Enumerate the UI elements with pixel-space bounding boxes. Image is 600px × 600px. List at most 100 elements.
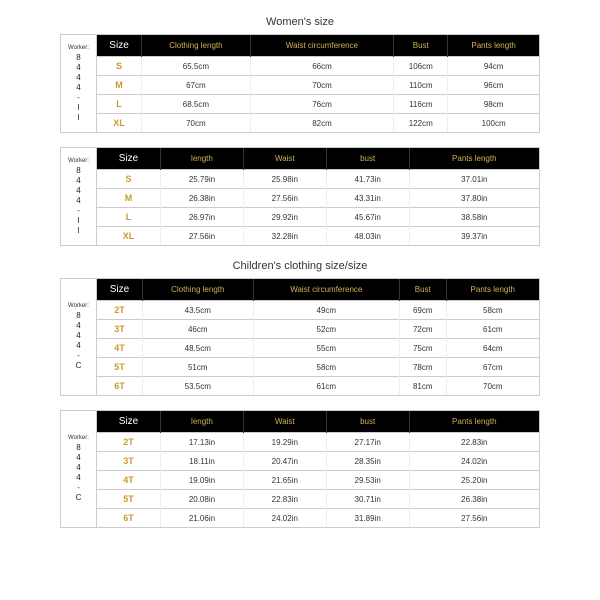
column-header: Waist circumference (253, 279, 399, 301)
section-title: Children's clothing size/size (60, 260, 540, 272)
table-row: M67cm70cm110cm96cm (97, 76, 539, 95)
data-cell: 30.71in (326, 490, 409, 509)
data-cell: 96cm (448, 76, 539, 95)
table-row: 3T46cm52cm72cm61cm (97, 320, 539, 339)
column-header: Waist (243, 411, 326, 433)
size-chart: Worker:8444-IISizelengthWaistbustPants l… (60, 147, 540, 246)
table-row: M26.38in27.56in43.31in37.80in (97, 189, 539, 208)
table-row: 2T43.5cm49cm69cm58cm (97, 301, 539, 320)
data-cell: 70cm (446, 377, 539, 396)
side-label: Worker:8444-II (61, 148, 97, 245)
table-row: 4T19.09in21.65in29.53in25.20in (97, 471, 539, 490)
size-cell: 4T (97, 471, 161, 490)
column-header: Pants length (448, 35, 539, 57)
data-cell: 18.11in (161, 452, 244, 471)
data-cell: 72cm (399, 320, 446, 339)
size-cell: 5T (97, 490, 161, 509)
section-title: Women's size (60, 16, 540, 28)
data-cell: 81cm (399, 377, 446, 396)
data-cell: 46cm (142, 320, 253, 339)
size-table: SizeClothing lengthWaist circumferenceBu… (97, 279, 539, 395)
side-label: Worker: 8444-II (61, 35, 97, 132)
data-cell: 67cm (446, 358, 539, 377)
size-cell: 2T (97, 433, 161, 452)
data-cell: 29.92in (243, 208, 326, 227)
data-cell: 27.17in (326, 433, 409, 452)
data-cell: 52cm (253, 320, 399, 339)
side-label-top: Worker: (68, 435, 89, 441)
column-header: bust (326, 148, 409, 170)
data-cell: 43.5cm (142, 301, 253, 320)
data-cell: 43.31in (326, 189, 409, 208)
data-cell: 17.13in (161, 433, 244, 452)
column-header: Size (97, 148, 161, 170)
column-header: bust (326, 411, 409, 433)
data-cell: 116cm (394, 95, 448, 114)
size-table: SizelengthWaistbustPants length2T17.13in… (97, 411, 539, 527)
data-cell: 22.83in (409, 433, 539, 452)
table-row: 6T21.06in24.02in31.89in27.56in (97, 509, 539, 528)
column-header: Waist (243, 148, 326, 170)
data-cell: 27.56in (409, 509, 539, 528)
data-cell: 58cm (253, 358, 399, 377)
data-cell: 41.73in (326, 170, 409, 189)
size-table: SizelengthWaistbustPants lengthS25.79in2… (97, 148, 539, 245)
data-cell: 67cm (142, 76, 251, 95)
size-cell: L (97, 95, 142, 114)
column-header: Bust (394, 35, 448, 57)
size-cell: L (97, 208, 161, 227)
data-cell: 78cm (399, 358, 446, 377)
column-header: Pants length (409, 148, 539, 170)
data-cell: 61cm (253, 377, 399, 396)
side-label-top: Worker: (68, 45, 89, 51)
column-header: length (161, 148, 244, 170)
size-cell: 2T (97, 301, 142, 320)
column-header: Bust (399, 279, 446, 301)
data-cell: 82cm (250, 114, 394, 133)
size-chart: Worker:8444-IISizeClothing lengthWaist c… (60, 34, 540, 133)
data-cell: 39.37in (409, 227, 539, 246)
column-header: Pants length (446, 279, 539, 301)
data-cell: 26.38in (161, 189, 244, 208)
side-label-top: Worker: (68, 158, 89, 164)
size-cell: 3T (97, 452, 161, 471)
side-label: Worker:8444-C (61, 279, 97, 395)
data-cell: 94cm (448, 57, 539, 76)
data-cell: 53.5cm (142, 377, 253, 396)
data-cell: 51cm (142, 358, 253, 377)
size-cell: 5T (97, 358, 142, 377)
data-cell: 55cm (253, 339, 399, 358)
data-cell: 70cm (250, 76, 394, 95)
table-row: 3T18.11in20.47in28.35in24.02in (97, 452, 539, 471)
data-cell: 106cm (394, 57, 448, 76)
column-header: Size (97, 411, 161, 433)
column-header: Pants length (409, 411, 539, 433)
side-label-code: 8444-II (74, 53, 83, 123)
data-cell: 98cm (448, 95, 539, 114)
data-cell: 45.67in (326, 208, 409, 227)
size-cell: M (97, 76, 142, 95)
table-row: S25.79in25.98in41.73in37.01in (97, 170, 539, 189)
table-row: XL70cm82cm122cm100cm (97, 114, 539, 133)
side-label-top: Worker: (68, 303, 89, 309)
data-cell: 100cm (448, 114, 539, 133)
size-cell: XL (97, 114, 142, 133)
data-cell: 76cm (250, 95, 394, 114)
size-cell: 6T (97, 377, 142, 396)
data-cell: 25.79in (161, 170, 244, 189)
data-cell: 122cm (394, 114, 448, 133)
table-row: 6T53.5cm61cm81cm70cm (97, 377, 539, 396)
size-cell: M (97, 189, 161, 208)
data-cell: 70cm (142, 114, 251, 133)
data-cell: 24.02in (243, 509, 326, 528)
data-cell: 69cm (399, 301, 446, 320)
data-cell: 31.89in (326, 509, 409, 528)
size-cell: 3T (97, 320, 142, 339)
data-cell: 48.5cm (142, 339, 253, 358)
data-cell: 37.80in (409, 189, 539, 208)
data-cell: 20.08in (161, 490, 244, 509)
size-chart: Worker:8444-CSizeClothing lengthWaist ci… (60, 278, 540, 396)
column-header: Size (97, 279, 142, 301)
data-cell: 110cm (394, 76, 448, 95)
data-cell: 27.56in (243, 189, 326, 208)
